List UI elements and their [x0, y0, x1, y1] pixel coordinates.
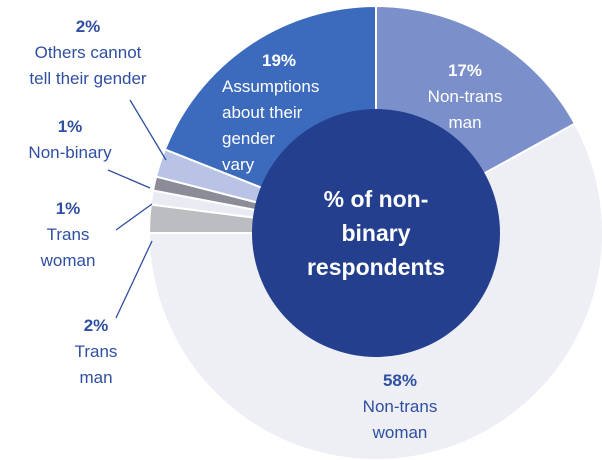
- value-label: 1%: [55, 199, 81, 218]
- slice-label: 19% Assumptions about their gender vary: [222, 48, 319, 178]
- leader-line: [115, 240, 153, 319]
- slice-label: 58% Non-trans woman: [363, 368, 438, 446]
- value-label: 2%: [75, 17, 101, 36]
- category-label: Non-binary: [28, 143, 112, 162]
- center-label: % of non-binary respondents: [306, 186, 446, 280]
- value-label: 19%: [262, 51, 297, 70]
- slice-label: 1% Non-binary: [28, 114, 111, 166]
- value-label: 58%: [382, 371, 418, 390]
- slice-label: 2% Trans man: [75, 313, 118, 391]
- value-label: 2%: [83, 316, 109, 335]
- leader-line: [115, 203, 153, 231]
- leader-line: [107, 169, 151, 189]
- category-label: Non-trans woman: [362, 397, 438, 442]
- category-label: Trans man: [74, 342, 118, 387]
- slice-label: 17% Non-trans man: [428, 58, 503, 136]
- category-label: Assumptions about their gender vary: [222, 77, 320, 174]
- category-label: Non-trans man: [427, 87, 503, 132]
- leader-line: [129, 99, 167, 161]
- center-circle: [252, 109, 500, 357]
- slice-label: 2% Others cannot tell their gender: [29, 14, 146, 92]
- value-label: 17%: [447, 61, 483, 80]
- category-label: Others cannot tell their gender: [29, 43, 147, 88]
- category-label: Trans woman: [40, 225, 96, 270]
- slice-label: 1% Trans woman: [41, 196, 96, 274]
- value-label: 1%: [57, 117, 83, 136]
